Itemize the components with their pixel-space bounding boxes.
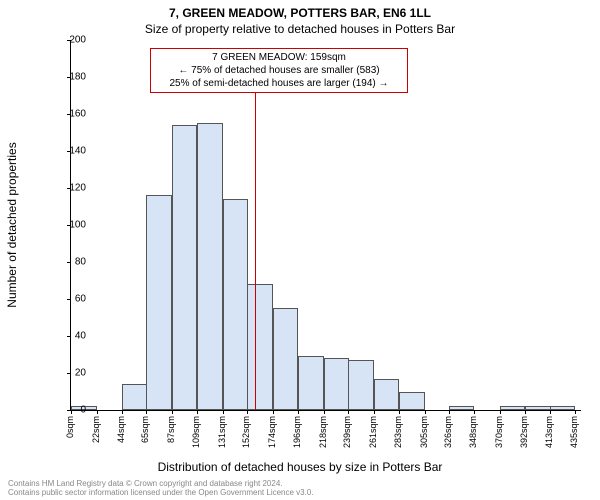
y-tick-label: 140 [69, 146, 86, 157]
x-tick-label: 22sqm [91, 416, 101, 443]
x-tick-label: 131sqm [217, 416, 227, 448]
x-tick-label: 239sqm [342, 416, 352, 448]
x-tick-label: 370sqm [494, 416, 504, 448]
x-tick-label: 65sqm [140, 416, 150, 443]
histogram-bar [550, 406, 576, 410]
histogram-bar [223, 199, 249, 410]
x-axis-label: Distribution of detached houses by size … [0, 460, 600, 474]
x-tick-label: 392sqm [519, 416, 529, 448]
annotation-line1: 7 GREEN MEADOW: 159sqm [157, 51, 401, 64]
y-tick-label: 100 [69, 220, 86, 231]
x-tick-label: 218sqm [318, 416, 328, 448]
x-tick-label: 174sqm [267, 416, 277, 448]
histogram-bar [146, 195, 172, 410]
histogram-bar [273, 308, 299, 410]
footer-attribution: Contains HM Land Registry data © Crown c… [8, 479, 314, 498]
x-tick-label: 348sqm [468, 416, 478, 448]
histogram-bar [247, 284, 273, 410]
y-tick-label: 80 [75, 257, 86, 268]
annotation-line3: 25% of semi-detached houses are larger (… [157, 77, 401, 90]
y-tick-label: 200 [69, 35, 86, 46]
y-axis-label: Number of detached properties [5, 142, 19, 307]
y-tick-label: 120 [69, 183, 86, 194]
histogram-bar [298, 356, 324, 410]
y-tick-label: 0 [80, 405, 86, 416]
x-tick-label: 0sqm [65, 416, 75, 438]
x-tick-label: 261sqm [368, 416, 378, 448]
y-tick-label: 180 [69, 72, 86, 83]
footer-line1: Contains HM Land Registry data © Crown c… [8, 479, 314, 489]
plot-area [70, 40, 581, 411]
chart-subtitle: Size of property relative to detached ho… [0, 22, 600, 36]
x-tick-label: 196sqm [292, 416, 302, 448]
chart-container: 7, GREEN MEADOW, POTTERS BAR, EN6 1LL Si… [0, 0, 600, 500]
histogram-bar [197, 123, 223, 410]
y-tick-label: 60 [75, 294, 86, 305]
x-tick-label: 326sqm [443, 416, 453, 448]
x-tick-label: 152sqm [241, 416, 251, 448]
histogram-bar [525, 406, 551, 410]
histogram-bar [449, 406, 475, 410]
x-tick-label: 413sqm [544, 416, 554, 448]
y-tick-label: 20 [75, 368, 86, 379]
reference-line [255, 92, 256, 410]
x-tick-label: 44sqm [116, 416, 126, 443]
histogram-bar [399, 392, 425, 411]
x-tick-label: 109sqm [191, 416, 201, 448]
footer-line2: Contains public sector information licen… [8, 488, 314, 498]
histogram-bar [348, 360, 374, 410]
x-tick-label: 283sqm [393, 416, 403, 448]
y-tick-label: 40 [75, 331, 86, 342]
histogram-bar [122, 384, 148, 410]
y-tick-label: 160 [69, 109, 86, 120]
histogram-bar [324, 358, 350, 410]
histogram-bar [374, 379, 400, 410]
x-tick-label: 305sqm [419, 416, 429, 448]
annotation-line2: ← 75% of detached houses are smaller (58… [157, 64, 401, 77]
histogram-bar [172, 125, 198, 410]
annotation-callout: 7 GREEN MEADOW: 159sqm← 75% of detached … [150, 48, 408, 93]
x-tick-label: 87sqm [166, 416, 176, 443]
x-tick-label: 435sqm [569, 416, 579, 448]
chart-title-address: 7, GREEN MEADOW, POTTERS BAR, EN6 1LL [0, 6, 600, 20]
histogram-bar [500, 406, 526, 410]
